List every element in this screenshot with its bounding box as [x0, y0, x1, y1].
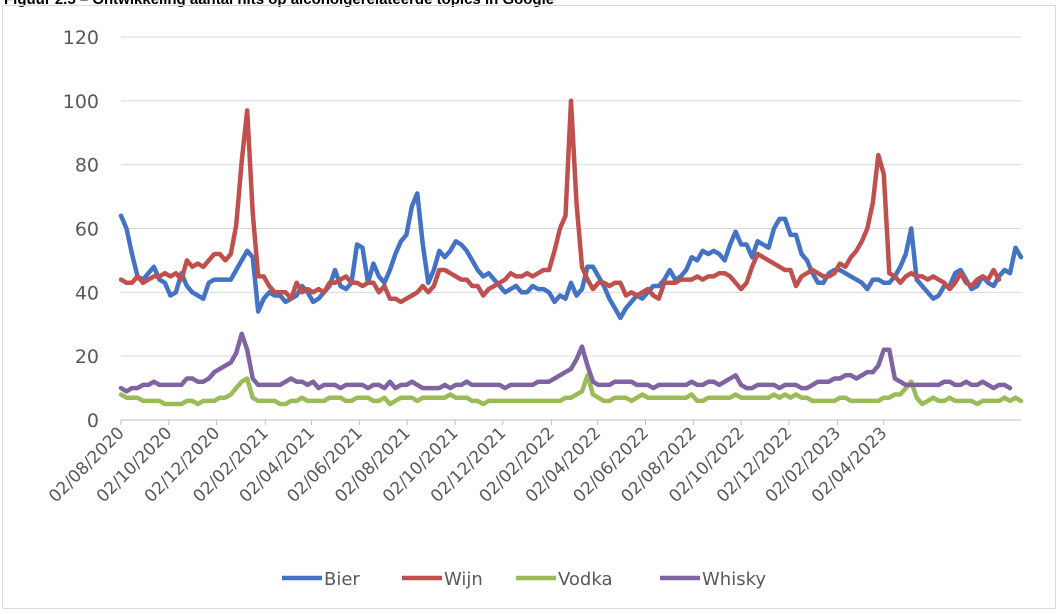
legend-label-whisky: Whisky: [702, 569, 766, 590]
series-line-whisky: [118, 331, 1013, 394]
y-tick-labels: 0 20 40 60 80 100 120: [63, 27, 99, 432]
figure-caption: Figuur 2.5 – Ontwikkeling aantal hits op…: [4, 0, 554, 8]
y-tick-label: 60: [75, 219, 99, 241]
series-line-bier: [118, 191, 1024, 321]
series-line-wijn: [118, 98, 1002, 305]
legend: Bier Wijn Vodka Whisky: [282, 569, 766, 590]
y-tick-label: 20: [75, 346, 99, 368]
y-tick-label: 80: [75, 155, 99, 177]
legend-label-vodka: Vodka: [558, 569, 613, 590]
y-tick-label: 0: [87, 410, 99, 432]
y-tick-label: 100: [63, 91, 99, 113]
y-tick-label: 120: [63, 27, 99, 49]
x-tick-labels: 02/08/202002/10/202002/12/202002/02/2021…: [45, 420, 891, 507]
series-lines: [118, 98, 1024, 407]
chart-frame: [2, 5, 1056, 609]
y-tick-label: 40: [75, 282, 99, 304]
legend-label-bier: Bier: [324, 569, 360, 590]
gridlines: [121, 36, 1021, 421]
legend-label-wijn: Wijn: [444, 569, 483, 590]
series-line-vodka: [118, 373, 1024, 407]
